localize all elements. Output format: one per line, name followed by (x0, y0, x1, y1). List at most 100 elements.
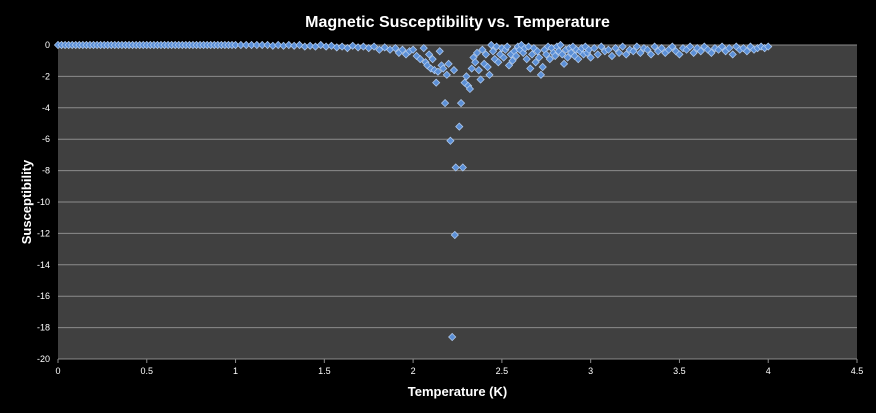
y-tick-label: -18 (37, 323, 50, 333)
data-point (526, 64, 535, 73)
data-point (258, 40, 267, 50)
data-point (629, 47, 638, 56)
data-point (504, 61, 514, 70)
y-axis-title: Susceptibility (19, 159, 34, 244)
data-point (478, 45, 487, 54)
y-tick-label: -16 (37, 291, 50, 301)
data-point (433, 67, 443, 76)
data-point (474, 66, 483, 75)
data-point (675, 50, 684, 59)
data-point (563, 53, 572, 62)
data-point (590, 44, 599, 53)
data-point (416, 55, 425, 64)
data-point (668, 42, 677, 51)
data-point (556, 40, 565, 50)
data-point (462, 72, 471, 81)
x-tick-label: 1 (233, 366, 238, 376)
data-point (499, 53, 508, 62)
data-point (632, 42, 641, 51)
x-tick-label: 1.5 (318, 366, 331, 376)
data-point (428, 55, 437, 64)
data-point (231, 40, 240, 50)
data-point (686, 42, 695, 51)
data-point (618, 42, 627, 51)
data-point (650, 42, 659, 51)
data-point (535, 53, 544, 62)
data-point (696, 47, 705, 56)
data-point (488, 47, 498, 56)
data-point (450, 230, 459, 240)
data-point (586, 53, 595, 62)
data-point (306, 41, 315, 50)
chart-title: Magnetic Susceptibility vs. Temperature (305, 14, 610, 31)
data-point (531, 58, 540, 67)
y-tick-label: -10 (37, 197, 50, 207)
data-point (465, 84, 475, 94)
data-point (380, 43, 389, 52)
x-tick-label: 0.5 (141, 366, 154, 376)
data-point (274, 40, 283, 50)
data-point (284, 40, 293, 50)
data-point (551, 51, 560, 61)
data-point (419, 44, 428, 53)
data-point (455, 122, 464, 131)
y-tick-label: -12 (37, 228, 50, 238)
x-tick-label: 3.5 (673, 366, 686, 376)
y-tick-label: 0 (45, 40, 50, 50)
data-point (742, 47, 752, 56)
data-point (717, 42, 727, 51)
data-point (471, 58, 480, 67)
data-point (527, 50, 537, 59)
data-point (435, 47, 444, 56)
x-axis: 0 0.5 1 1.5 2 2.5 3 3.5 4 4.5 (55, 358, 864, 376)
data-point (424, 50, 434, 59)
data-point (295, 40, 304, 50)
data-point (728, 50, 737, 59)
data-point (448, 332, 457, 342)
y-tick-label: -6 (42, 134, 50, 144)
data-series (53, 40, 773, 342)
y-tick-label: -8 (42, 166, 50, 176)
data-point (503, 42, 512, 51)
data-point (559, 59, 569, 68)
data-point (689, 48, 698, 57)
data-point (476, 75, 485, 84)
data-point (511, 51, 521, 61)
data-point (508, 56, 517, 65)
data-point (643, 45, 652, 54)
x-axis-title: Temperature (K) (408, 384, 507, 399)
data-point (409, 45, 418, 54)
y-tick-label: -4 (42, 103, 50, 113)
data-point (391, 44, 400, 53)
data-point (764, 42, 773, 51)
x-tick-label: 4 (766, 366, 771, 376)
data-point (485, 70, 494, 79)
data-point (597, 42, 606, 51)
data-point (533, 47, 542, 56)
data-point (252, 40, 261, 50)
data-point (439, 64, 448, 73)
y-tick-label: -20 (37, 354, 50, 364)
data-point (483, 62, 492, 72)
data-point (451, 163, 460, 172)
data-point (545, 55, 554, 64)
x-tick-label: 4.5 (851, 366, 864, 376)
data-point (614, 48, 624, 57)
data-point (444, 59, 453, 68)
data-point (492, 42, 501, 51)
data-point (657, 44, 666, 53)
data-point (607, 51, 617, 61)
data-point (348, 41, 357, 50)
data-point (449, 66, 459, 75)
data-point (446, 136, 455, 145)
data-point (538, 62, 547, 72)
data-point (440, 98, 450, 108)
data-point (522, 55, 531, 64)
x-tick-label: 2.5 (496, 366, 509, 376)
x-tick-label: 2 (411, 366, 416, 376)
data-point (456, 98, 466, 108)
x-tick-label: 3 (588, 366, 593, 376)
data-point (542, 50, 551, 59)
